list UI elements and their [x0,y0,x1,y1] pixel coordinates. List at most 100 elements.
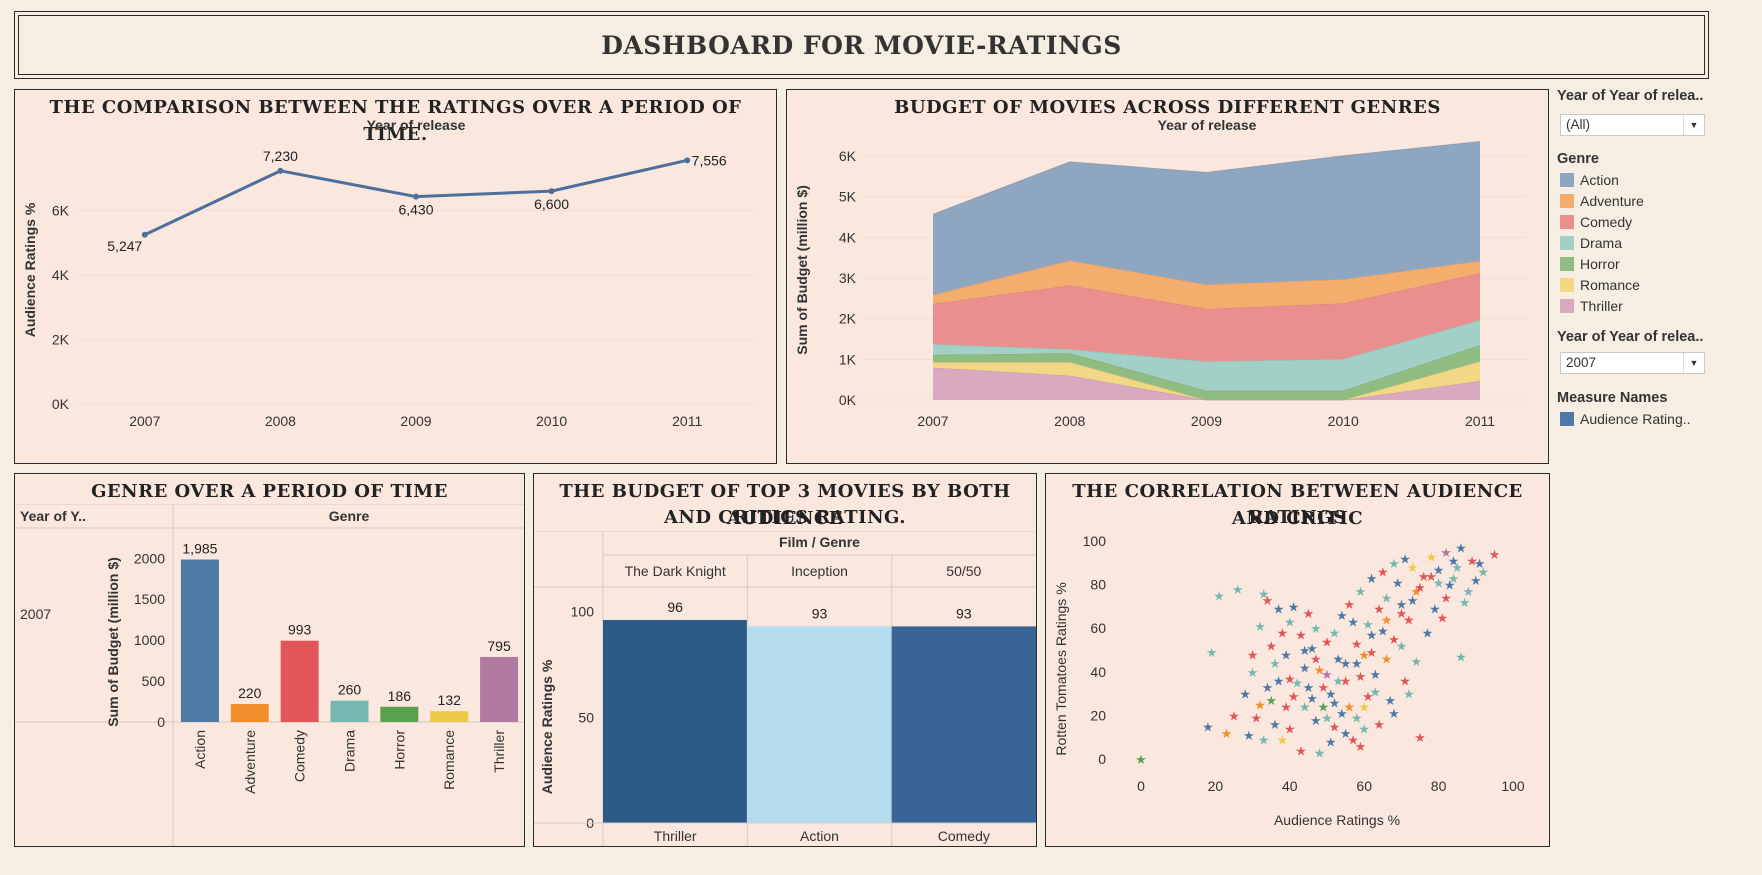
area-x-title: Year of release [1158,118,1257,133]
legend-swatch [1560,299,1574,313]
legend-label: Horror [1580,256,1620,272]
scatter-title-line1: THE CORRELATION BETWEEN AUDIENCE AND CRI… [1072,481,1523,529]
top3-header: Film / Genre [779,534,860,550]
genre-legend-title: Genre [1557,151,1599,167]
chevron-down-icon[interactable]: ▼ [1683,353,1704,373]
genre-legend-item-thriller[interactable]: Thriller [1560,298,1623,316]
year-filter2-title: Year of Year of relea.. [1557,329,1704,345]
scatter-point: ★ [1373,717,1385,732]
bar-drama [330,700,369,722]
scatter-y-tick: 40 [1090,664,1106,680]
scatter-point: ★ [1258,732,1270,747]
scatter-point: ★ [1317,680,1329,695]
scatter-point: ★ [1470,573,1482,588]
chevron-down-icon[interactable]: ▼ [1683,115,1704,135]
scatter-point: ★ [1358,647,1370,662]
bar-x-tick: Romance [441,730,457,790]
scatter-point: ★ [1135,752,1147,767]
line-point [684,157,691,164]
bar-x-tick: Adventure [242,730,258,794]
line-point [141,231,148,238]
legend-swatch [1560,278,1574,292]
scatter-point: ★ [1418,569,1430,584]
area-chart-title: BUDGET OF MOVIES ACROSS DIFFERENT GENRES [894,97,1441,118]
scatter-point: ★ [1332,674,1344,689]
scatter-point: ★ [1351,656,1363,671]
scatter-point: ★ [1366,645,1378,660]
genre-bar-chart: Year of Y.. Genre 2007 Sum of Budget (milli… [15,504,524,846]
bar-comedy [280,640,319,722]
line-point [548,188,555,195]
scatter-point: ★ [1362,617,1374,632]
scatter-point: ★ [1306,691,1318,706]
scatter-point: ★ [1258,586,1270,601]
scatter-point: ★ [1448,554,1460,569]
scatter-point: ★ [1358,721,1370,736]
measure-legend-item[interactable]: Audience Rating.. [1560,411,1691,429]
line-x-title: Year of release [367,118,466,133]
scatter-point: ★ [1410,584,1422,599]
scatter-point: ★ [1250,711,1262,726]
area-x-tick: 2010 [1328,413,1359,429]
year-filter2-dropdown[interactable]: 2007 ▼ [1560,352,1705,374]
genre-legend-item-comedy[interactable]: Comedy [1560,214,1632,232]
scatter-point: ★ [1277,626,1289,641]
scatter-point: ★ [1277,732,1289,747]
scatter-point: ★ [1306,641,1318,656]
area-y-tick: 2K [839,311,857,327]
measure-legend-title: Measure Names [1557,390,1668,406]
area-y-tick: 6K [839,148,857,164]
genre-legend-item-horror[interactable]: Horror [1560,256,1620,274]
scatter-point: ★ [1343,597,1355,612]
top3-film-label: Inception [791,563,848,579]
scatter-point: ★ [1399,551,1411,566]
scatter-chart: Rotten Tomatoes Ratings % Audience Rating… [1053,533,1525,828]
scatter-point: ★ [1329,719,1341,734]
scatter-point: ★ [1392,575,1404,590]
scatter-x-title: Audience Ratings % [1274,812,1400,828]
scatter-point: ★ [1291,676,1303,691]
scatter-point: ★ [1310,652,1322,667]
scatter-point: ★ [1273,602,1285,617]
area-y-tick: 1K [839,351,857,367]
bar-data-label: 795 [487,638,511,654]
area-series-drama [933,319,1480,391]
bar-y-tick: 1500 [134,591,165,607]
genre-legend-item-drama[interactable]: Drama [1560,235,1622,253]
line-x-tick: 2009 [400,413,431,429]
year-filter-value: (All) [1566,117,1590,132]
genre-legend-item-romance[interactable]: Romance [1560,277,1640,295]
scatter-point: ★ [1358,700,1370,715]
scatter-point: ★ [1366,571,1378,586]
year-filter-dropdown[interactable]: (All) ▼ [1560,114,1705,136]
area-series-action [933,141,1480,295]
scatter-point: ★ [1396,597,1408,612]
scatter-point: ★ [1239,687,1251,702]
scatter-point: ★ [1455,650,1467,665]
year-filter2-value: 2007 [1566,355,1597,370]
scatter-point: ★ [1414,580,1426,595]
top3-film-label: The Dark Knight [625,563,726,579]
scatter-y-tick: 20 [1090,707,1106,723]
year-filter-title: Year of Year of relea.. [1557,88,1704,104]
scatter-point: ★ [1370,667,1382,682]
area-series-thriller [933,367,1480,400]
scatter-point: ★ [1340,656,1352,671]
bar-y-title: Sum of Budget (million $) [105,557,121,727]
scatter-point: ★ [1243,728,1255,743]
scatter-point: ★ [1410,654,1422,669]
genre-legend-item-action[interactable]: Action [1560,172,1619,190]
scatter-point: ★ [1284,671,1296,686]
scatter-point: ★ [1466,554,1478,569]
scatter-title-line2: RATINGS [1248,507,1347,528]
bar-x-tick: Horror [391,730,407,770]
scatter-point: ★ [1310,621,1322,636]
scatter-point: ★ [1336,706,1348,721]
scatter-point: ★ [1284,721,1296,736]
scatter-point: ★ [1396,606,1408,621]
area-series-adventure [933,260,1480,309]
genre-legend-item-adventure[interactable]: Adventure [1560,193,1644,211]
legend-label: Thriller [1580,298,1623,314]
top3-y-tick: 100 [571,604,595,620]
